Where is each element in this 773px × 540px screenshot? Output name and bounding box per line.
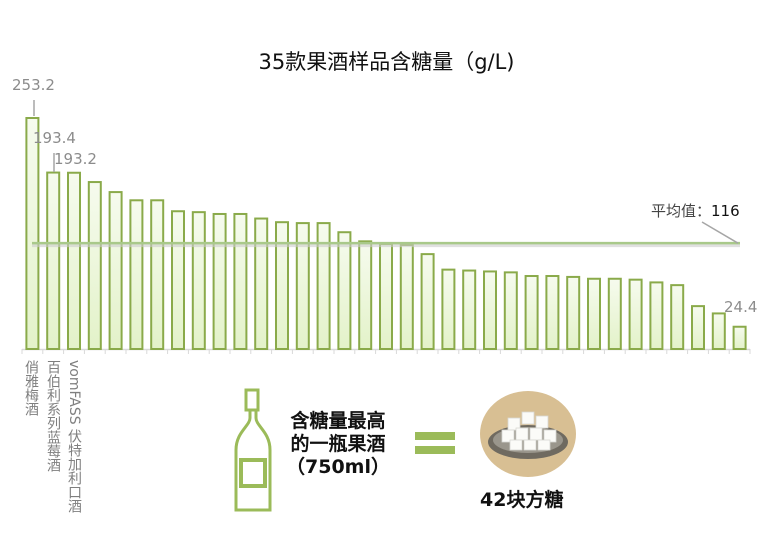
data-label: 253.2 [12,76,55,94]
data-label: 193.2 [54,150,97,168]
sugar-cubes-plate-icon [480,391,576,477]
bar [670,284,685,351]
bar [420,253,435,350]
bar [379,243,393,350]
equals-icon [415,432,455,454]
category-label: 百伯利系列蓝莓酒 [45,360,61,472]
category-label: 俏雅梅酒 [23,360,39,416]
average-label: 平均值：116 [651,200,740,221]
bar [441,268,456,350]
bar [150,199,165,350]
bar [566,275,581,351]
bar [67,171,81,350]
bar [87,181,102,350]
average-value: 116 [711,202,740,220]
bar [649,281,664,351]
bar [462,269,477,350]
caption-line: 的一瓶果酒 [290,433,386,455]
bar [607,277,622,351]
bar [358,240,373,351]
data-label: 24.4 [724,298,758,316]
bar [524,275,539,350]
bar [628,278,643,351]
bar [191,211,206,350]
bar [691,305,705,350]
sugar-label: 42块方糖 [480,489,564,511]
bar [171,210,185,350]
bar [46,171,61,350]
data-label: 193.4 [33,129,76,147]
bar [587,277,601,351]
average-label-text: 平均值： [651,202,712,220]
bar [129,199,144,350]
caption-line: 含糖量最高 [290,410,386,432]
category-label: vomFASS 伏特加利口酒 [66,360,82,514]
caption: 含糖量最高 的一瓶果酒 （750ml） [286,410,390,479]
bar [233,212,248,350]
caption-line: （750ml） [286,456,390,478]
bar [275,221,289,351]
bar [212,212,227,350]
bar [711,312,726,351]
bar [337,231,352,350]
bar [483,270,497,350]
bar [254,217,269,350]
bar [295,222,310,351]
bar [503,271,518,350]
bar [399,243,414,350]
chart-title: 35款果酒样品含糖量（g/L) [258,50,515,74]
bar [25,117,40,350]
bar [545,275,560,350]
bar [732,325,747,351]
bar [108,191,123,350]
average-leader-line [701,221,739,244]
bar [316,222,331,351]
wine-bottle-icon [234,388,272,512]
